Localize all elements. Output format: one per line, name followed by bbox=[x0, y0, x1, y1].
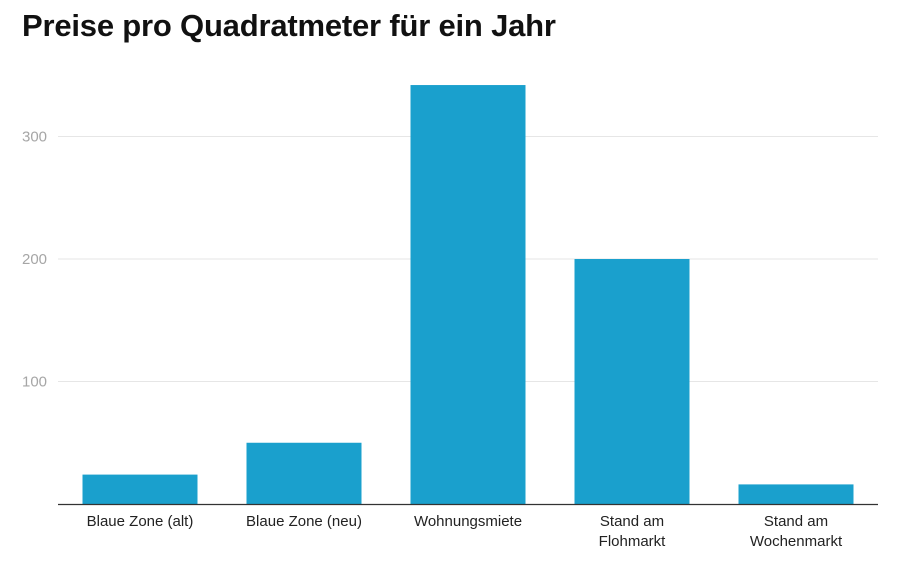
x-tick-label-line: Blaue Zone (neu) bbox=[246, 513, 362, 530]
x-tick-label-line: Wochenmarkt bbox=[750, 533, 843, 550]
y-tick-label: 300 bbox=[22, 129, 47, 146]
y-tick-label: 100 bbox=[22, 374, 47, 391]
x-tick-label: Stand am Wochenmarkt bbox=[750, 513, 843, 550]
x-tick-label-line: Blaue Zone (alt) bbox=[87, 513, 194, 530]
x-tick-label: Blaue Zone (alt) bbox=[87, 513, 194, 530]
bar bbox=[738, 484, 854, 504]
y-tick-label: 200 bbox=[22, 251, 47, 268]
x-tick-label-line: Stand am bbox=[764, 513, 828, 530]
x-tick-label-line: Wohnungsmiete bbox=[414, 513, 522, 530]
bar bbox=[246, 442, 362, 504]
x-tick-label: Stand am Flohmarkt bbox=[599, 513, 667, 550]
x-tick-label-line: Stand am bbox=[600, 513, 664, 530]
bar bbox=[410, 85, 526, 505]
x-tick-label: Wohnungsmiete bbox=[414, 513, 522, 530]
chart-title: Preise pro Quadratmeter für ein Jahr bbox=[22, 8, 556, 43]
bar bbox=[574, 259, 690, 504]
x-tick-label: Blaue Zone (neu) bbox=[246, 513, 362, 530]
bar bbox=[82, 474, 198, 504]
x-tick-label-line: Flohmarkt bbox=[599, 533, 667, 550]
